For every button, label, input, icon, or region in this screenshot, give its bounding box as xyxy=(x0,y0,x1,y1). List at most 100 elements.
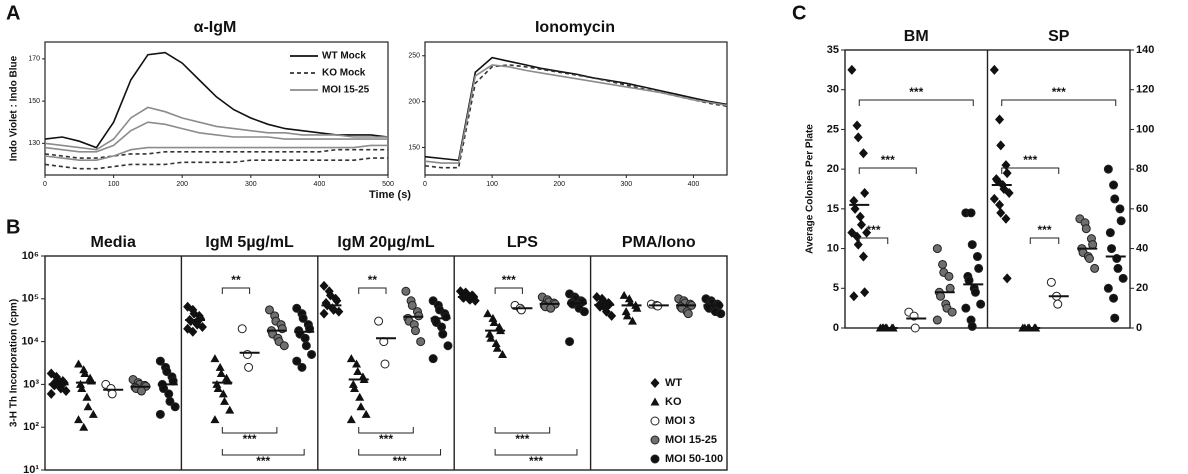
y-tick-label: 170 xyxy=(28,56,40,63)
significance-bracket xyxy=(221,449,305,456)
data-point xyxy=(964,275,974,285)
data-point xyxy=(407,300,417,310)
data-point xyxy=(932,315,942,325)
data-point xyxy=(443,341,453,351)
data-point xyxy=(218,389,228,398)
x-tick-label: 200 xyxy=(553,181,565,188)
significance-label: ** xyxy=(231,273,241,287)
data-point xyxy=(348,379,358,388)
data-point xyxy=(1053,299,1063,309)
data-point xyxy=(77,384,87,393)
panel-label: A xyxy=(6,2,20,24)
series-line xyxy=(424,56,728,162)
y-tick-label: 10⁴ xyxy=(21,336,39,348)
data-point xyxy=(850,203,860,214)
data-point xyxy=(300,333,310,343)
legend-label: KO Mock xyxy=(322,68,366,79)
data-point xyxy=(936,291,946,301)
data-point xyxy=(972,252,982,262)
data-point xyxy=(624,294,634,303)
data-point xyxy=(215,362,225,371)
data-point xyxy=(855,211,865,222)
data-point xyxy=(80,368,90,377)
data-point xyxy=(650,435,660,445)
data-point xyxy=(380,359,390,369)
data-point xyxy=(237,324,247,334)
data-point xyxy=(628,316,638,325)
series-line xyxy=(44,144,388,161)
data-point xyxy=(170,402,180,412)
data-point xyxy=(225,405,235,414)
data-point xyxy=(1107,244,1117,254)
y-tick-label: 250 xyxy=(408,53,420,60)
y-axis-label: 3-H Th Incorporation (cpm) xyxy=(9,299,20,427)
x-axis-label: Time (s) xyxy=(369,189,411,201)
data-point xyxy=(292,303,302,313)
data-point xyxy=(1113,263,1123,273)
data-point xyxy=(74,359,84,368)
y-tick-label: 60 xyxy=(1136,203,1148,215)
data-point xyxy=(974,263,984,273)
data-point xyxy=(1090,263,1100,273)
data-point xyxy=(401,286,411,296)
significance-label: *** xyxy=(529,454,543,468)
significance-label: *** xyxy=(393,454,407,468)
data-point xyxy=(947,307,957,317)
data-point xyxy=(853,132,863,143)
x-tick-label: 300 xyxy=(620,181,632,188)
y-tick-label: 25 xyxy=(827,123,839,135)
significance-bracket xyxy=(1001,99,1117,106)
y-tick-label: 20 xyxy=(827,163,839,175)
data-point xyxy=(1109,293,1119,303)
data-point xyxy=(61,386,71,397)
y-tick-label: 35 xyxy=(827,44,839,56)
x-tick-label: 400 xyxy=(688,181,700,188)
y-tick-label: 100 xyxy=(1136,123,1154,135)
data-point xyxy=(847,64,857,75)
data-point xyxy=(967,321,977,331)
data-point xyxy=(346,354,356,363)
data-point xyxy=(1105,228,1115,238)
x-tick-label: 300 xyxy=(245,181,257,188)
data-point xyxy=(1110,194,1120,204)
y-tick-label: 10³ xyxy=(23,378,39,390)
data-point xyxy=(932,244,942,254)
legend-label: WT xyxy=(665,377,682,389)
data-point xyxy=(213,384,223,393)
data-point xyxy=(210,354,220,363)
data-point xyxy=(307,349,317,359)
panel-label: B xyxy=(6,216,20,238)
significance-bracket xyxy=(858,167,917,174)
data-point xyxy=(332,295,342,306)
data-point xyxy=(910,323,920,333)
significance-label: *** xyxy=(909,85,923,99)
data-point xyxy=(212,379,222,388)
data-point xyxy=(82,392,92,401)
data-point xyxy=(346,415,356,424)
y-tick-label: 30 xyxy=(827,84,839,96)
y-tick-label: 150 xyxy=(28,98,40,105)
x-tick-label: 500 xyxy=(382,181,394,188)
data-point xyxy=(995,199,1005,210)
data-point xyxy=(188,326,198,337)
data-point xyxy=(650,416,660,426)
data-point xyxy=(292,356,302,366)
data-point xyxy=(1001,213,1011,224)
data-point xyxy=(352,359,362,368)
data-point xyxy=(944,271,954,281)
y-tick-label: 10⁶ xyxy=(22,250,39,262)
y-tick-label: 120 xyxy=(1136,84,1154,96)
x-tick-label: 200 xyxy=(176,181,188,188)
data-point xyxy=(264,305,274,315)
significance-label: *** xyxy=(1052,85,1066,99)
data-point xyxy=(849,291,859,302)
data-point xyxy=(220,396,230,405)
data-point xyxy=(136,386,146,396)
data-point xyxy=(1046,277,1056,287)
data-point xyxy=(470,295,480,306)
data-point xyxy=(1081,224,1091,234)
data-point xyxy=(46,388,56,399)
legend-label: MOI 15-25 xyxy=(665,434,717,446)
data-point xyxy=(989,193,999,204)
